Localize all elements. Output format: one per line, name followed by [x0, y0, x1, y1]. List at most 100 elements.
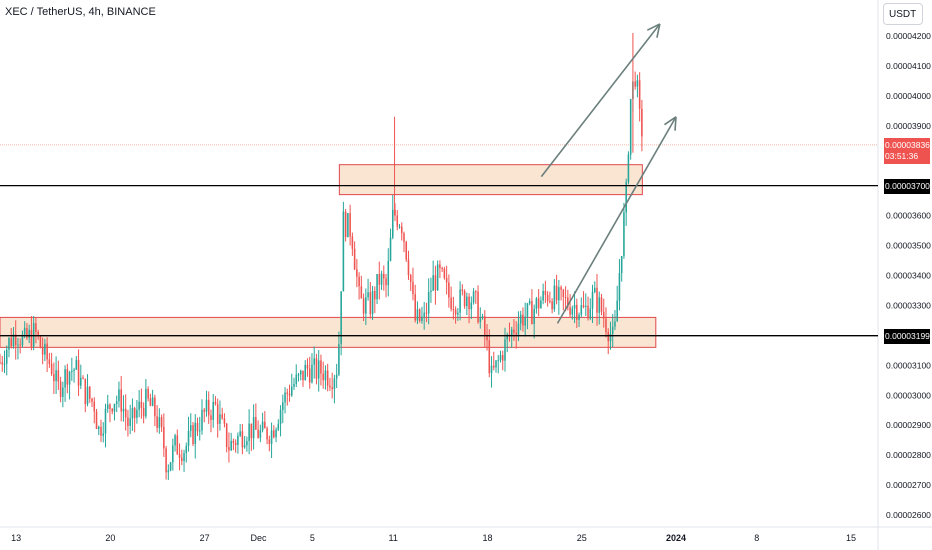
candle-body: [111, 409, 114, 412]
level-label-upper: 0.00003700: [884, 178, 930, 194]
candle-body: [461, 289, 464, 292]
candle-body: [95, 411, 98, 429]
candle-body: [544, 290, 547, 295]
candle-body: [234, 442, 237, 445]
candle-body: [558, 287, 560, 301]
candle-body: [636, 80, 639, 87]
candle-body: [216, 404, 219, 424]
candle-body: [457, 312, 459, 315]
candle-body: [439, 264, 441, 269]
candle-body: [189, 425, 192, 432]
candle-body: [416, 309, 419, 321]
candle-body: [223, 418, 226, 424]
candle-body: [252, 417, 255, 439]
candle-body: [156, 416, 158, 428]
candle-body: [5, 349, 8, 364]
candle-body: [97, 426, 100, 429]
candle-body: [255, 417, 257, 430]
currency-button[interactable]: USDT: [883, 3, 923, 25]
candle-body: [537, 298, 540, 309]
arrow-head: [656, 23, 661, 38]
candle-body: [192, 425, 194, 445]
candle-body: [475, 291, 477, 293]
y-tick-label: 0.00003000: [886, 390, 931, 400]
candle-body: [564, 297, 567, 299]
candle-body: [32, 323, 35, 347]
candle-body: [448, 282, 450, 298]
candle-body: [185, 445, 188, 454]
x-tick-label: 25: [577, 533, 587, 543]
candle-body: [311, 364, 313, 383]
candle-body: [131, 407, 134, 419]
candle-body: [329, 385, 331, 388]
candle-body: [86, 386, 89, 405]
candle-body: [551, 301, 553, 310]
candle-body: [138, 401, 140, 410]
candle-body: [109, 404, 111, 410]
candle-body: [71, 370, 73, 373]
candle-body: [360, 286, 363, 299]
candle-body: [145, 388, 147, 417]
candle-body: [627, 154, 630, 183]
candle-body: [308, 368, 311, 383]
candle-body: [607, 332, 610, 342]
candle-body: [526, 303, 529, 317]
candle-body: [459, 289, 461, 313]
x-tick-label: 8: [754, 533, 759, 543]
candle-body: [82, 377, 84, 379]
candle-body: [593, 287, 596, 293]
candle-body: [84, 378, 87, 405]
candle-body: [432, 275, 434, 291]
candle-body: [324, 370, 327, 381]
symbol-title[interactable]: XEC / TetherUS, 4h, BINANCE: [5, 6, 156, 18]
candle-body: [391, 209, 394, 238]
candle-body: [212, 401, 215, 420]
candle-body: [62, 387, 64, 397]
candle-body: [383, 273, 385, 279]
candle-body: [181, 457, 183, 461]
candle-body: [225, 423, 228, 448]
candle-body: [490, 365, 493, 374]
candle-body: [412, 281, 414, 295]
candle-body: [270, 430, 273, 444]
candle-body: [64, 369, 66, 388]
candle-body: [198, 430, 201, 432]
candle-body: [102, 433, 105, 436]
candle-body: [133, 407, 136, 418]
arrow-1: [556, 116, 677, 324]
candle-body: [282, 402, 284, 410]
candle-body: [600, 297, 603, 312]
candle-body: [88, 386, 91, 399]
candle-body: [629, 99, 632, 155]
candle-body: [194, 422, 197, 445]
candle-body: [398, 226, 401, 228]
candle-body: [576, 304, 578, 320]
candle-body: [513, 329, 515, 333]
candle-body: [174, 435, 176, 446]
y-tick-label: 0.00002800: [886, 450, 931, 460]
candle-body: [10, 338, 13, 347]
candle-body: [369, 292, 372, 315]
candle-body: [571, 308, 574, 315]
candle-body: [342, 211, 345, 292]
candle-body: [93, 401, 96, 412]
countdown-value: 03:51:36: [885, 150, 919, 161]
candle-body: [602, 311, 605, 319]
candle-body: [259, 430, 262, 438]
candle-body: [450, 297, 452, 310]
x-tick-label: 15: [846, 533, 856, 543]
candle-body: [302, 370, 304, 381]
y-tick-label: 0.00003400: [886, 270, 931, 280]
candle-body: [445, 277, 448, 283]
candle-body: [331, 387, 333, 390]
candle-body: [35, 323, 37, 332]
y-tick-label: 0.00003900: [886, 121, 931, 131]
candle-body: [183, 453, 185, 461]
candle-body: [524, 316, 526, 326]
candle-body: [479, 316, 482, 323]
candle-body: [385, 278, 387, 286]
candle-body: [436, 264, 439, 291]
candle-body: [284, 392, 286, 403]
candle-body: [519, 314, 522, 324]
